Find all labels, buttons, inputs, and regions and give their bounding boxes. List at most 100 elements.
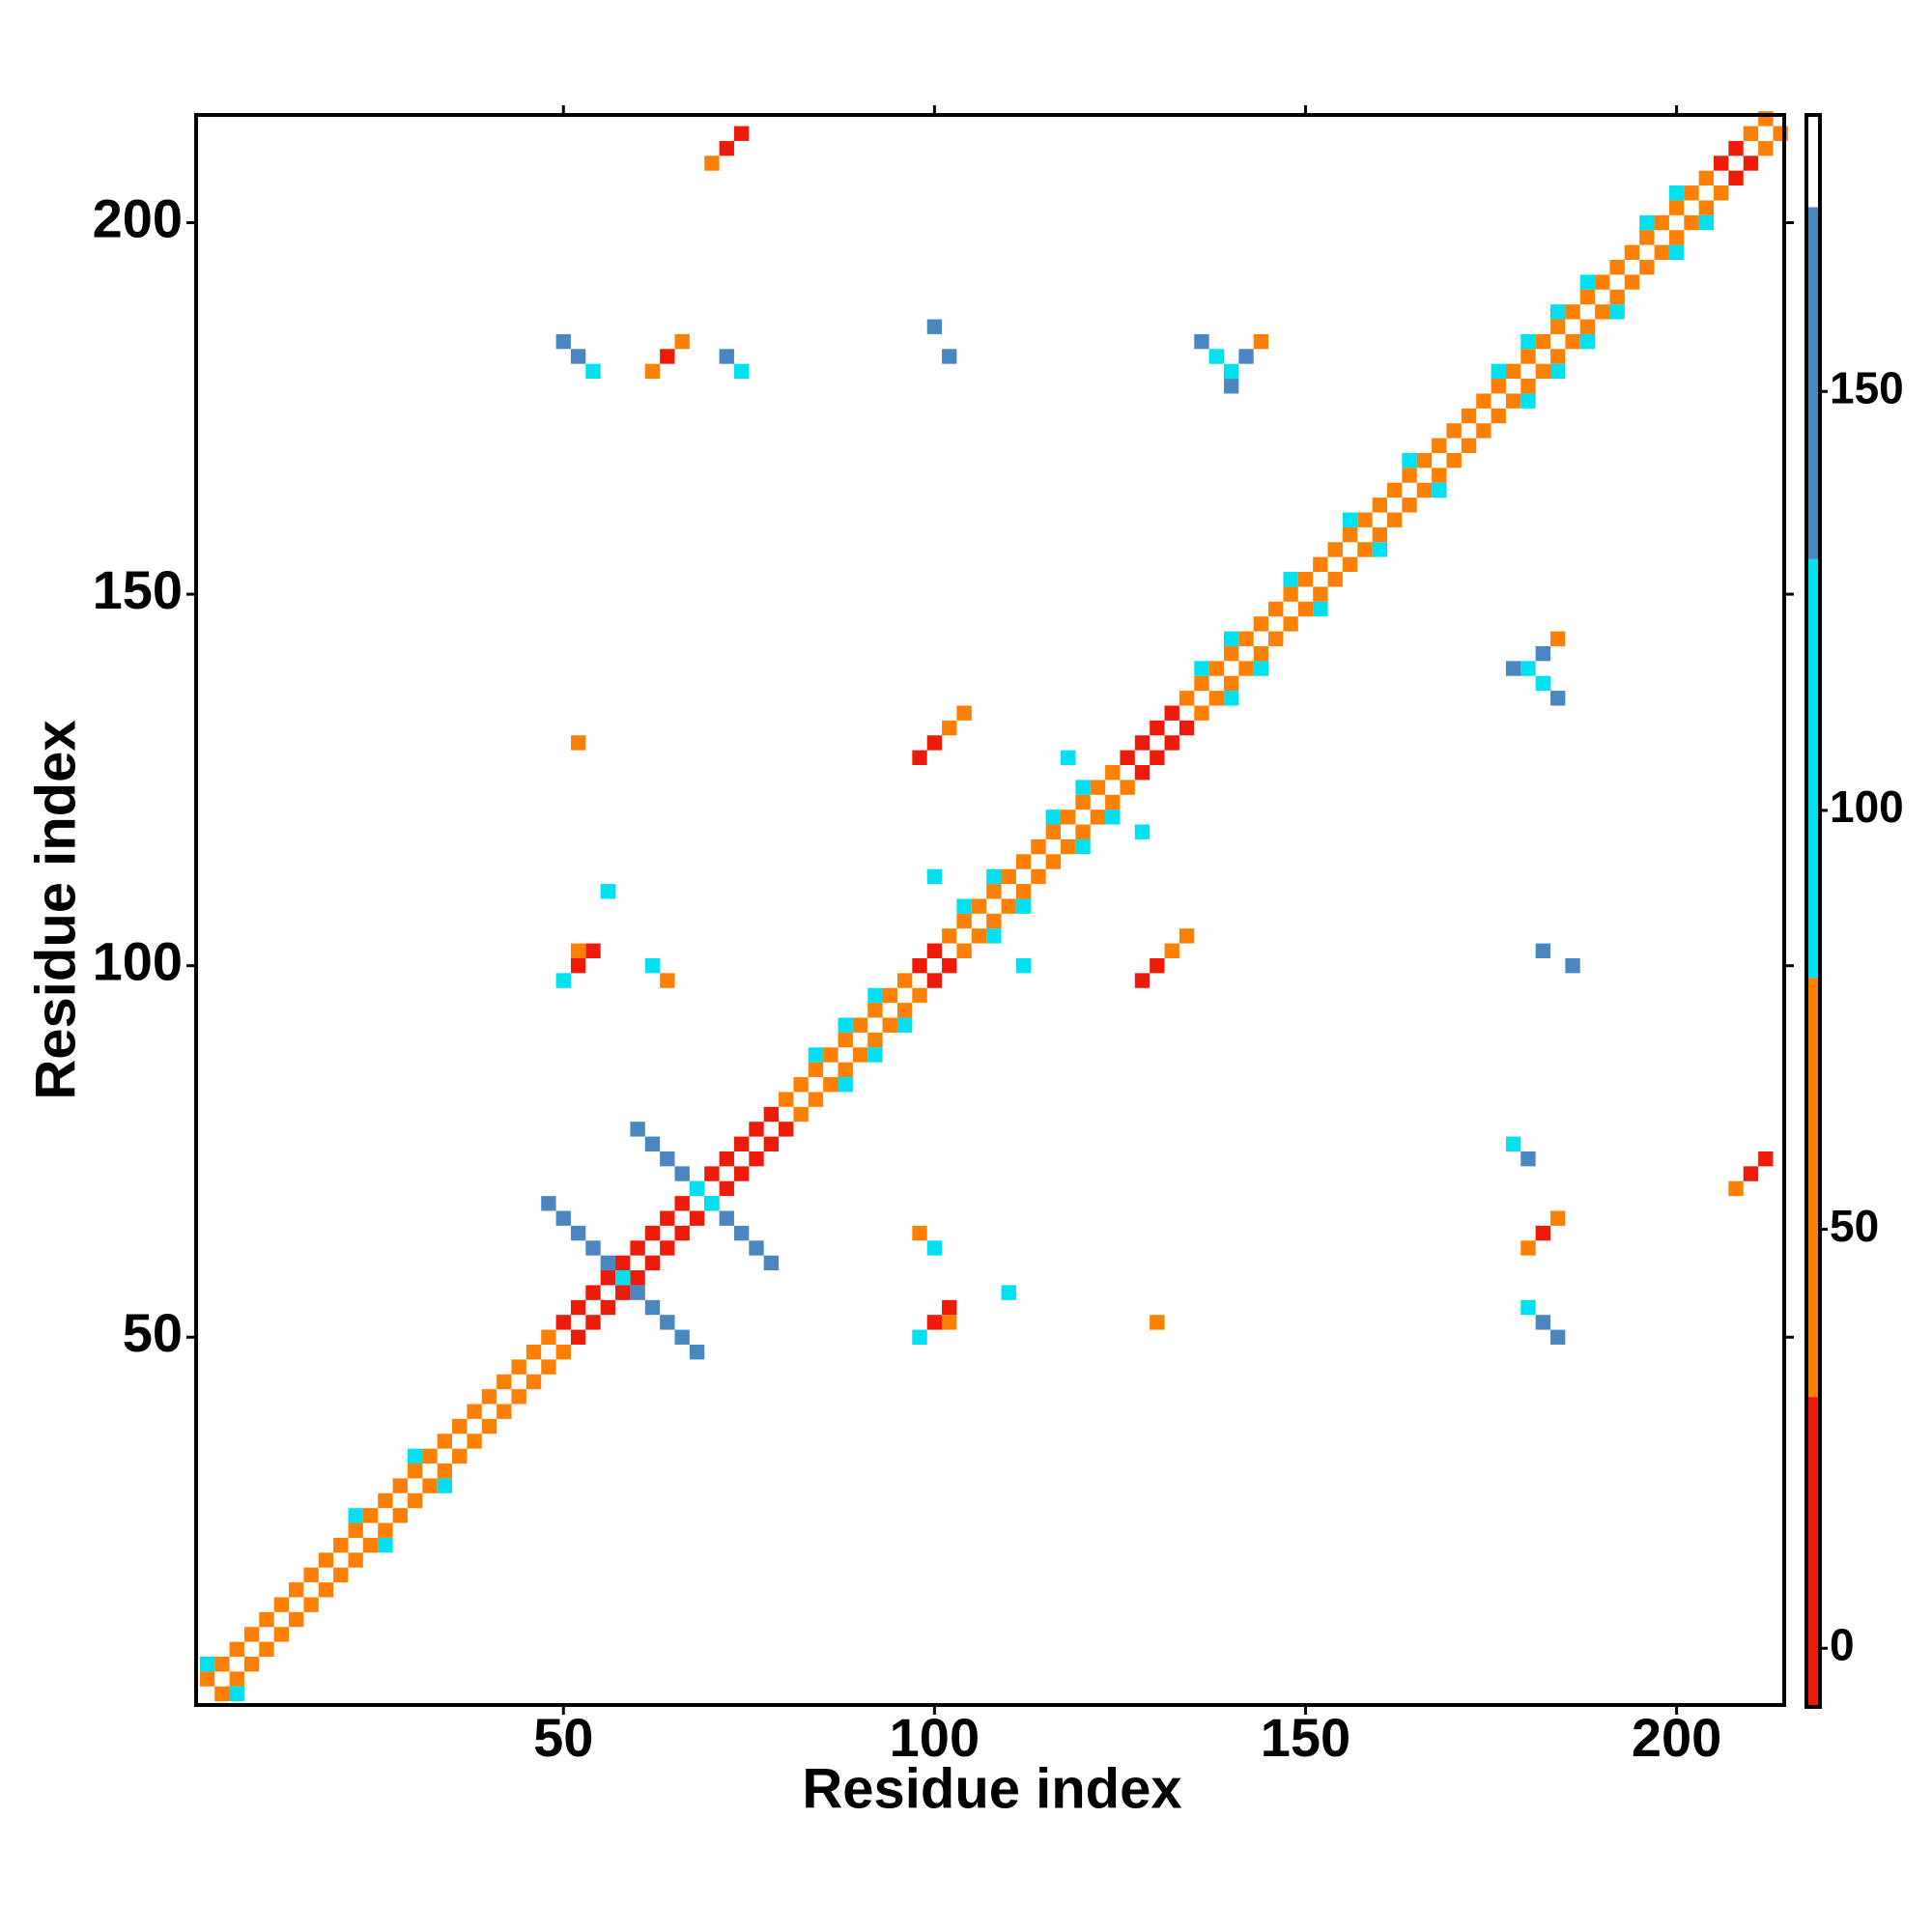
heatmap-cell	[1476, 393, 1492, 409]
heatmap-cell	[674, 1225, 690, 1241]
heatmap-cell	[1313, 601, 1328, 617]
heatmap-cell	[585, 1315, 601, 1330]
x-axis-title: Residue index	[802, 1757, 1181, 1820]
heatmap-cell	[1668, 244, 1685, 260]
heatmap-cell	[1075, 794, 1091, 810]
heatmap-cell	[942, 720, 957, 736]
heatmap-cell	[1579, 333, 1596, 350]
heatmap-cell	[541, 1329, 556, 1345]
heatmap-cell	[793, 1106, 809, 1122]
heatmap-cell	[971, 928, 987, 944]
heatmap-cell	[823, 1077, 838, 1093]
heatmap-cell	[600, 1299, 616, 1316]
heatmap-cell	[1001, 898, 1016, 914]
heatmap-cell	[229, 1641, 244, 1658]
heatmap-cell	[704, 1166, 720, 1181]
heatmap-cell	[1105, 765, 1121, 781]
heatmap-cell	[1535, 645, 1551, 662]
heatmap-cell	[1402, 468, 1417, 483]
heatmap-cell	[644, 363, 661, 380]
heatmap-cell	[1402, 452, 1417, 469]
heatmap-cell	[1668, 185, 1685, 201]
heatmap-cell	[1476, 423, 1492, 439]
heatmap-cell	[674, 1166, 690, 1181]
heatmap-cell	[1134, 765, 1151, 781]
heatmap-cell	[971, 898, 987, 914]
colorbar-tick-label: 0	[1830, 1619, 1855, 1669]
heatmap-cell	[214, 1657, 230, 1672]
heatmap-cell	[1179, 720, 1195, 736]
colorbar-bin	[1806, 1397, 1820, 1707]
heatmap-cell	[1402, 497, 1417, 513]
heatmap-cell	[1520, 1151, 1536, 1167]
heatmap-cell	[214, 1686, 230, 1702]
heatmap-cell	[926, 1315, 943, 1330]
colorbar-bin	[1806, 207, 1820, 559]
heatmap-cell	[1208, 691, 1224, 706]
heatmap-cell	[630, 1240, 645, 1256]
heatmap-cell	[422, 1478, 438, 1493]
heatmap-cell	[378, 1522, 393, 1538]
heatmap-cell	[511, 1389, 526, 1405]
heatmap-cell	[779, 1092, 794, 1107]
heatmap-cell	[1684, 185, 1699, 201]
heatmap-cell	[912, 987, 927, 1004]
heatmap-cell	[407, 1463, 423, 1479]
heatmap-cell	[1223, 379, 1239, 394]
heatmap-cell	[1387, 512, 1403, 527]
heatmap-cell	[1432, 438, 1447, 453]
heatmap-cell	[1194, 661, 1209, 676]
heatmap-cell	[942, 957, 957, 974]
heatmap-cell	[1432, 482, 1447, 498]
plot-frame	[194, 113, 1786, 1707]
heatmap-cell	[689, 1180, 705, 1197]
x-tick-label: 100	[890, 1707, 980, 1768]
heatmap-cell	[1446, 452, 1462, 469]
heatmap-cell	[1639, 214, 1655, 231]
heatmap-cell	[199, 1657, 215, 1672]
heatmap-cell	[600, 884, 616, 899]
heatmap-cell	[1134, 973, 1151, 988]
heatmap-cell	[1045, 810, 1061, 825]
heatmap-cell	[1045, 824, 1061, 839]
heatmap-cell	[644, 1255, 661, 1271]
heatmap-cell	[986, 913, 1002, 929]
heatmap-cell	[1565, 957, 1580, 974]
heatmap-cell	[630, 1122, 645, 1137]
heatmap-cell	[243, 1657, 260, 1672]
heatmap-cell	[1238, 661, 1254, 676]
heatmap-cell	[1150, 1315, 1165, 1330]
colorbar-bin	[1806, 558, 1820, 979]
heatmap-cell	[1031, 868, 1046, 885]
colorbar-tick-label: 100	[1830, 781, 1904, 832]
heatmap-cell	[1595, 304, 1610, 320]
heatmap-cell	[407, 1448, 423, 1464]
heatmap-cell	[674, 1196, 690, 1211]
heatmap-cell	[1015, 854, 1032, 869]
heatmap-cell	[1150, 750, 1165, 766]
heatmap-cell	[407, 1492, 423, 1509]
heatmap-cell	[1579, 289, 1596, 305]
heatmap-cell	[986, 884, 1002, 899]
heatmap-cell	[719, 140, 734, 156]
heatmap-cell	[422, 1448, 438, 1464]
heatmap-cell	[1387, 482, 1403, 498]
heatmap-cell	[555, 1315, 571, 1330]
heatmap-cell	[660, 1210, 675, 1226]
heatmap-cell	[896, 973, 913, 988]
heatmap-cell	[882, 987, 897, 1004]
heatmap-cell	[1432, 468, 1447, 483]
heatmap-cell	[1565, 304, 1580, 320]
heatmap-cell	[1283, 572, 1298, 587]
heatmap-cell	[1535, 943, 1551, 958]
heatmap-cell	[912, 1329, 927, 1345]
heatmap-cell	[1223, 645, 1239, 662]
heatmap-cell	[1015, 957, 1032, 974]
heatmap-cell	[481, 1418, 497, 1435]
heatmap-cell	[912, 750, 927, 766]
heatmap-cell	[1060, 750, 1076, 766]
heatmap-cell	[1728, 170, 1744, 186]
x-tick-label: 150	[1261, 1707, 1350, 1768]
heatmap-cell	[199, 1671, 215, 1687]
heatmap-cell	[1327, 542, 1343, 557]
